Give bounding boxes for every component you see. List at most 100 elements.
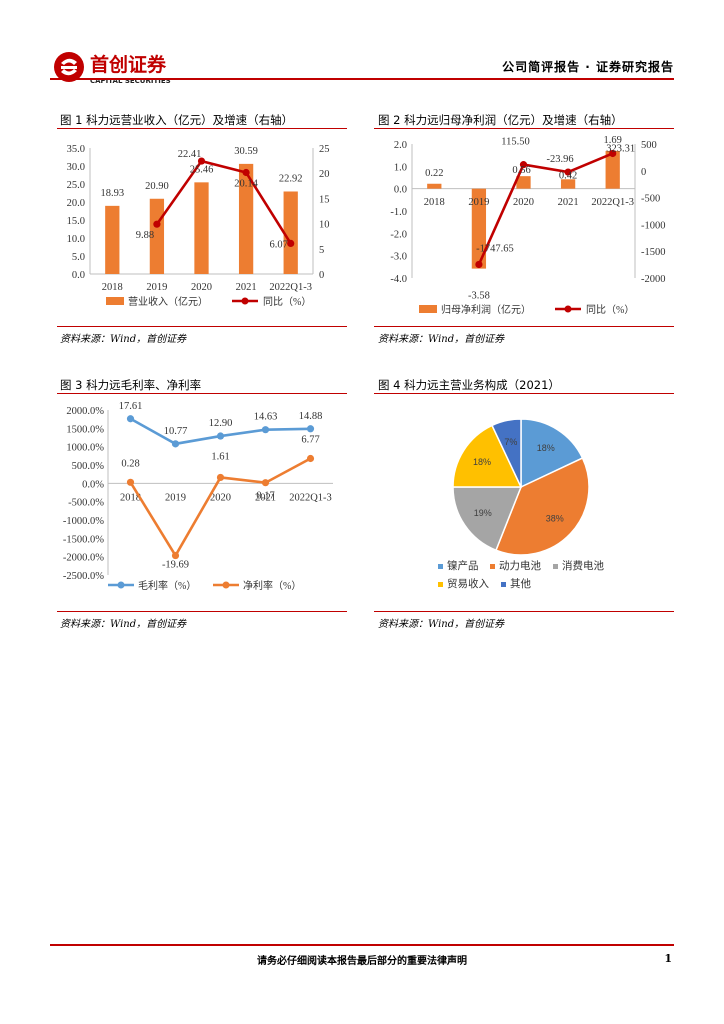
line-point <box>216 473 225 482</box>
legend-swatch <box>490 564 495 569</box>
legend-label: 其他 <box>510 577 531 590</box>
legend-swatch-bar <box>419 305 437 313</box>
y-tick-label: 1000.0% <box>66 443 104 454</box>
x-tick-label: 2022Q1-3 <box>591 197 634 208</box>
line-point <box>564 168 572 176</box>
line-point <box>519 161 528 169</box>
x-tick-label: 2018 <box>102 282 123 293</box>
pie-slice-贸易收入 <box>452 424 523 488</box>
line-point <box>171 551 180 560</box>
bar-data-label: 30.59 <box>234 146 258 157</box>
bar-data-label: 0.42 <box>559 170 577 181</box>
line-净利率（%） <box>129 457 312 559</box>
figure-2-title: 图 2 科力远归母净利润（亿元）及增速（右轴） <box>378 113 623 127</box>
y-tick-label: 500.0% <box>72 461 105 472</box>
y-tick-label: -2500.0% <box>63 571 104 582</box>
legal-disclaimer: 请务必仔细阅读本报告最后部分的重要法律声明 <box>257 956 467 967</box>
x-tick-label: 2019 <box>146 282 167 293</box>
legend-label: 动力电池 <box>499 559 541 572</box>
data-label: 6.77 <box>301 435 319 446</box>
legend-swatch-bar <box>106 297 124 305</box>
data-label: 0.28 <box>121 458 139 469</box>
figure-1-top-rule <box>57 128 347 129</box>
data-label: 14.88 <box>299 411 323 422</box>
header-divider <box>50 78 674 80</box>
y-tick-label: -2000.0% <box>63 553 104 564</box>
line-point <box>475 260 483 269</box>
legend-label: 消费电池 <box>562 559 604 572</box>
footer-divider <box>50 944 674 946</box>
x-tick-label: 2019 <box>468 197 489 208</box>
line-point <box>261 479 270 487</box>
pie-data-label: 18% <box>537 443 555 453</box>
data-label: 12.90 <box>209 418 233 429</box>
document-type: 公司简评报告 · 证券研究报告 <box>502 60 674 74</box>
y2-tick-label: 0 <box>641 167 646 178</box>
line-同比（%） <box>155 159 292 245</box>
legend-swatch <box>501 582 506 587</box>
y2-tick-label: -1500 <box>641 247 666 258</box>
legend-label: 同比（%） <box>263 296 311 308</box>
y-tick-label: 1.0 <box>394 162 407 173</box>
figure-3-bottom-rule <box>57 611 347 612</box>
legend-swatch <box>438 582 443 587</box>
y-tick-label: 15.0 <box>67 216 85 227</box>
bar-data-label: 22.92 <box>279 173 303 184</box>
y-tick-label: -1.0 <box>390 207 407 218</box>
x-tick-label: 2022Q1-3 <box>269 282 312 293</box>
y-tick-label: 35.0 <box>67 144 85 155</box>
y-tick-label: 2.0 <box>394 140 407 151</box>
data-label: 0.17 <box>256 491 274 502</box>
line-point <box>126 478 135 486</box>
bar-data-label: 0.56 <box>512 165 530 176</box>
line-同比（%） <box>477 152 614 266</box>
x-tick-label: 2020 <box>210 492 231 503</box>
figure-1-bottom-rule <box>57 326 347 327</box>
line-data-label: 22.41 <box>178 149 202 160</box>
x-tick-label: 2021 <box>558 197 579 208</box>
logo-text: 首创证券 <box>90 53 167 76</box>
line-data-label: -23.96 <box>547 154 574 165</box>
x-tick-label: 2018 <box>424 197 445 208</box>
chart-2-net-profit: -4.0 -3.0 -2.0 -1.0 0.0 1.0 2.0 -2000 -1500 -1000… <box>390 135 666 316</box>
bar-data-label: 20.90 <box>145 181 169 192</box>
y2-tick-label: 0 <box>319 270 324 281</box>
figure-2-bottom-rule <box>374 326 674 327</box>
bar-2021 <box>238 163 254 274</box>
data-label: 10.77 <box>164 426 188 437</box>
line-point <box>287 239 295 248</box>
figure-1-source: 资料来源：Wind，首创证券 <box>60 334 187 345</box>
bar-2020 <box>516 176 531 189</box>
y-tick-label: 2000.0% <box>66 406 104 417</box>
y-tick-label: -4.0 <box>390 274 407 285</box>
legend-label: 归母净利润（亿元） <box>441 303 531 316</box>
line-data-label: 9.88 <box>136 230 154 241</box>
bar-2022Q1-3 <box>605 150 620 189</box>
legend-swatch <box>438 564 443 569</box>
pie-data-label: 38% <box>546 514 564 524</box>
legend-label: 同比（%） <box>586 304 634 316</box>
y-tick-label: -1000.0% <box>63 516 104 527</box>
y-tick-label: 30.0 <box>67 162 85 173</box>
figure-4-title: 图 4 科力远主营业务构成（2021） <box>378 378 560 392</box>
y-tick-label: -3.0 <box>390 252 407 263</box>
line-point <box>242 168 250 177</box>
company-logo: 首创证券 CAPITAL SECURITIES <box>52 50 202 90</box>
y2-tick-label: 15 <box>319 194 330 205</box>
y-tick-label: 25.0 <box>67 180 85 191</box>
line-data-label: 115.50 <box>501 137 530 148</box>
line-point <box>197 157 206 165</box>
figure-1-title: 图 1 科力远营业收入（亿元）及增速（右轴） <box>60 113 294 127</box>
y-tick-label: 1500.0% <box>66 424 104 435</box>
y-tick-label: -500.0% <box>68 498 104 509</box>
line-point <box>153 220 161 228</box>
y2-tick-label: 20 <box>319 169 330 180</box>
line-point <box>126 415 135 423</box>
x-tick-label: 2018 <box>120 492 141 503</box>
x-tick-label: 2019 <box>165 492 186 503</box>
bar-2018 <box>427 183 442 189</box>
bar-data-label: 0.22 <box>425 168 443 179</box>
x-tick-label: 2020 <box>513 197 534 208</box>
pie-slice-其他 <box>491 418 522 488</box>
